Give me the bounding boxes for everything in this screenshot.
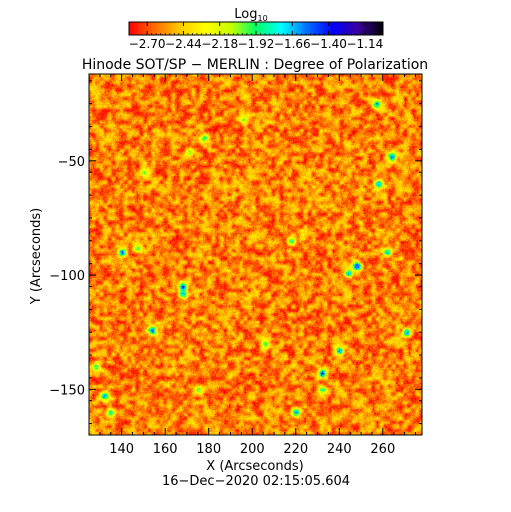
x-tick-label: 200 [240,442,265,457]
colorbar-label: Log10 [234,7,267,23]
x-tick-label: 260 [370,442,395,457]
colorbar-ticks: −2.70 −2.44 −2.18 −1.92 −1.66 −1.40 −1.14 [129,22,383,51]
x-axis-label: X (Arcseconds) [206,459,303,474]
y-axis-label: Y (Arcseconds) [29,208,44,305]
colorbar-tick-label: −2.44 [165,37,202,51]
y-tick-label: −150 [49,383,85,398]
colorbar-tick-label: −1.66 [274,37,311,51]
y-tick-label: −50 [58,155,85,170]
x-tick-label: 240 [327,442,352,457]
x-tick-label: 140 [109,442,134,457]
colorbar-tick-label: −1.40 [310,37,347,51]
chart-title: Hinode SOT/SP − MERLIN : Degree of Polar… [82,57,428,73]
colorbar-tick-label: −2.18 [201,37,238,51]
x-tick-label: 180 [196,442,221,457]
x-tick-label: 220 [283,442,308,457]
x-axis: 140 160 180 200 220 240 260 [99,74,416,457]
plot-frame [88,73,423,436]
timestamp: 16−Dec−2020 02:15:05.604 [162,474,350,489]
y-axis: −50 −100 −150 [49,80,422,425]
colorbar-tick-label: −1.14 [346,37,383,51]
colorbar-tick-label: −1.92 [238,37,275,51]
y-tick-label: −100 [49,269,85,284]
heatmap-image [89,74,422,435]
x-tick-label: 160 [153,442,178,457]
colorbar-tick-label: −2.70 [129,37,166,51]
